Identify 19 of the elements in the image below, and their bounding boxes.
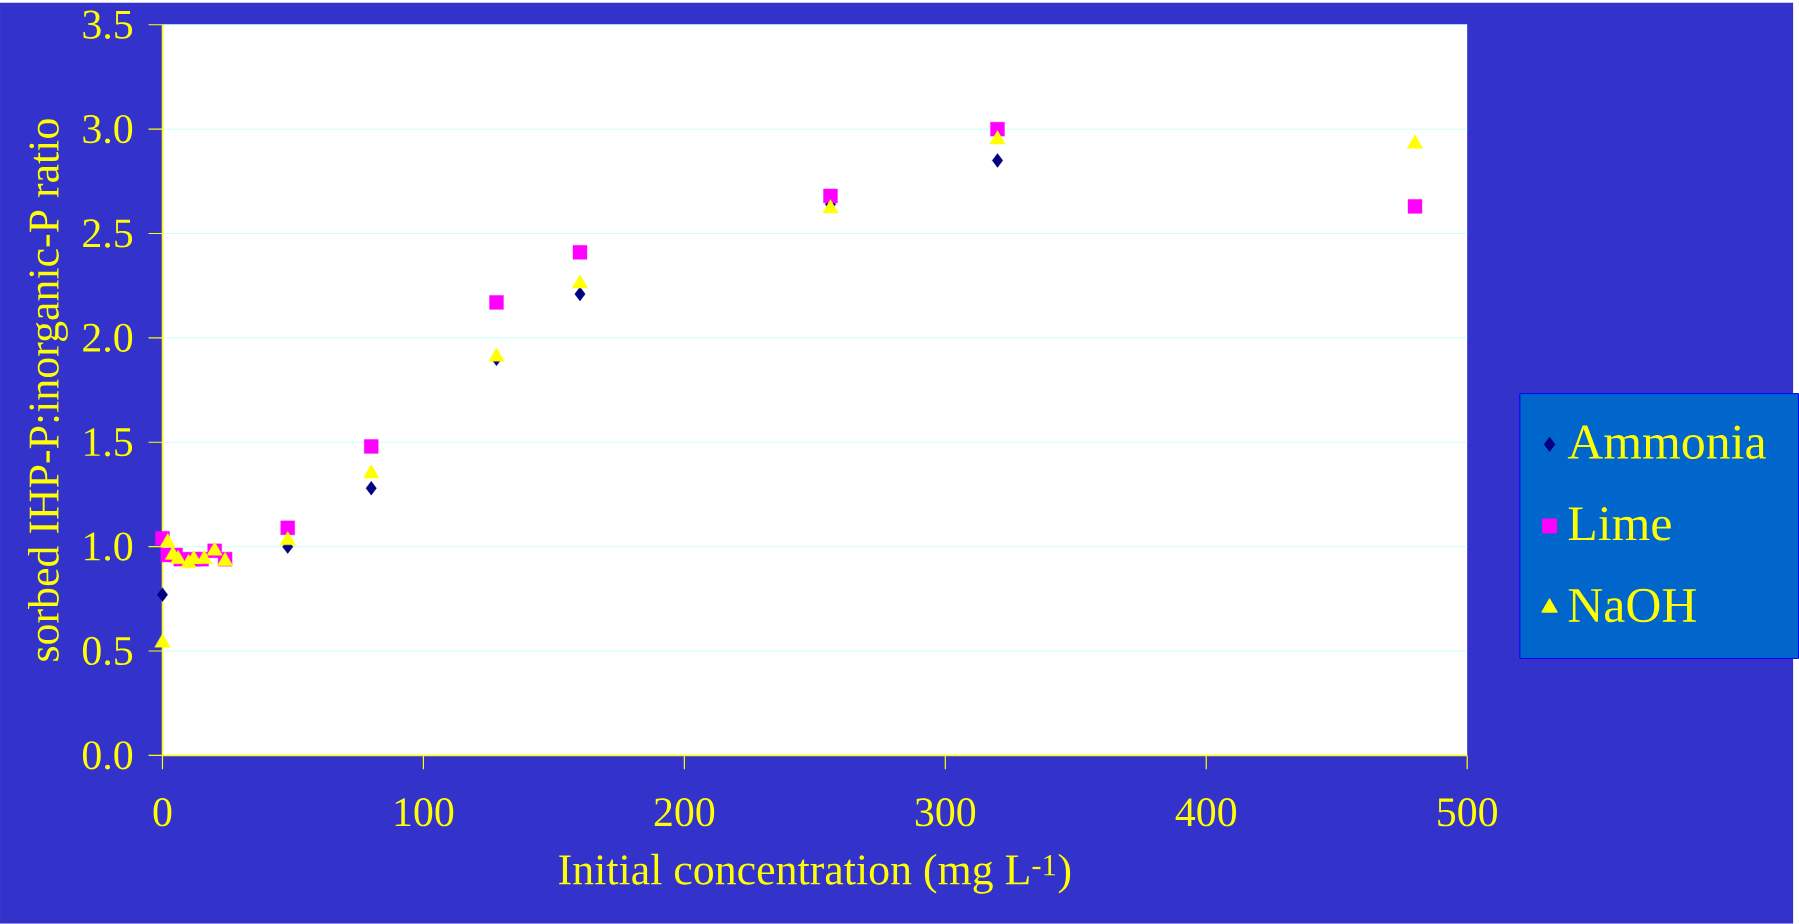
- x-tick-label: 300: [915, 798, 976, 827]
- x-tick-label: 100: [395, 798, 454, 827]
- y-tick-label: 3.0: [83, 115, 133, 144]
- y-tick-label: 3.5: [83, 10, 133, 40]
- x-tick-label: 0: [153, 798, 172, 827]
- y-tick-label: 2.0: [83, 323, 133, 353]
- y-tick-label: 0.5: [82, 636, 133, 666]
- legend-label: Ammonia: [1567, 425, 1766, 460]
- y-axis-title: sorbed IHP-P:inorganic-P ratio: [28, 119, 68, 661]
- y-tick-label: 1.5: [85, 428, 133, 457]
- x-axis-title: Initial concentration (mg L$^{-1}$): [559, 853, 1071, 894]
- legend-label: Lime: [1568, 507, 1671, 541]
- x-tick-label: 500: [1438, 798, 1497, 827]
- x-tick-label: 200: [654, 798, 715, 827]
- x-tick-label: 400: [1175, 798, 1237, 827]
- y-tick-label: 2.5: [83, 219, 133, 248]
- legend-label: NaOH: [1568, 588, 1696, 623]
- y-tick-label: 1.0: [85, 532, 133, 561]
- y-tick-label: 0.0: [82, 741, 133, 770]
